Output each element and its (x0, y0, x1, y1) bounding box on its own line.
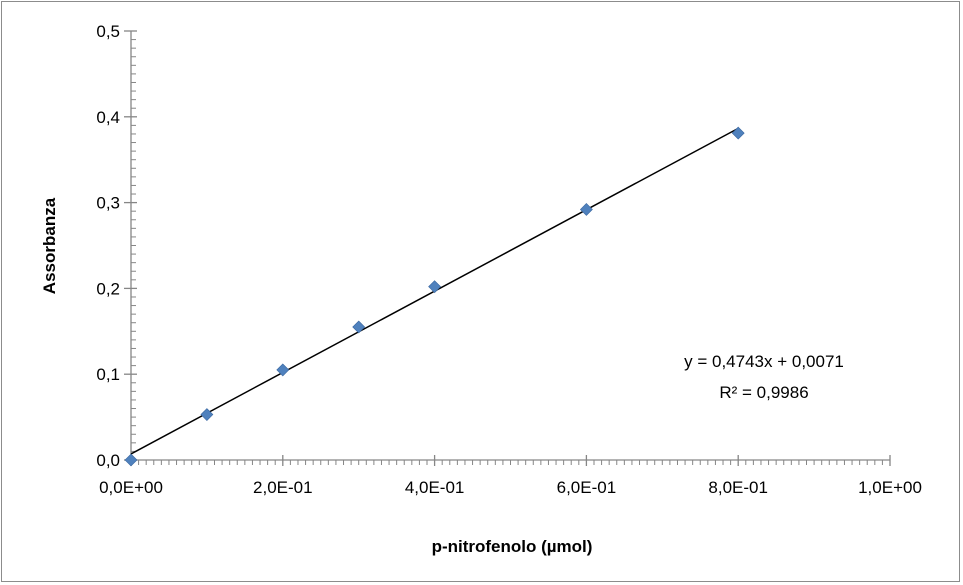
y-tick-label: 0,4 (96, 108, 120, 127)
data-point (428, 280, 442, 294)
y-tick-label: 0,2 (96, 279, 120, 298)
data-point (731, 126, 745, 140)
x-tick-label: 4,0E-01 (405, 478, 465, 497)
trendline-equation: y = 0,4743x + 0,0071 (684, 352, 844, 371)
y-minor-ticks (131, 39, 136, 452)
axes (124, 30, 891, 466)
data-points (124, 126, 745, 467)
x-tick-labels: 0,0E+00 2,0E-01 4,0E-01 6,0E-01 8,0E-01 1,0E+… (99, 478, 922, 497)
y-tick-label: 0,0 (96, 451, 120, 470)
data-point (276, 363, 290, 377)
data-point (200, 408, 214, 421)
x-tick-label: 0,0E+00 (99, 478, 163, 497)
y-axis-title: Assorbanza (40, 197, 59, 294)
x-tick-label: 2,0E-01 (253, 478, 313, 497)
x-tick-label: 6,0E-01 (557, 478, 617, 497)
data-point (124, 453, 138, 467)
x-axis-title: p-nitrofenolo (µmol) (432, 537, 593, 556)
x-minor-ticks (138, 460, 883, 465)
trendline-r-squared: R² = 0,9986 (719, 383, 808, 402)
y-tick-label: 0,5 (96, 22, 120, 41)
y-tick-label: 0,1 (96, 365, 120, 384)
y-tick-labels: 0,0 0,1 0,2 0,3 0,4 0,5 (96, 22, 120, 470)
data-point (352, 320, 366, 334)
y-tick-label: 0,3 (96, 194, 120, 213)
x-tick-label: 8,0E-01 (708, 478, 768, 497)
data-point (579, 203, 593, 216)
x-tick-label: 1,0E+00 (858, 478, 922, 497)
